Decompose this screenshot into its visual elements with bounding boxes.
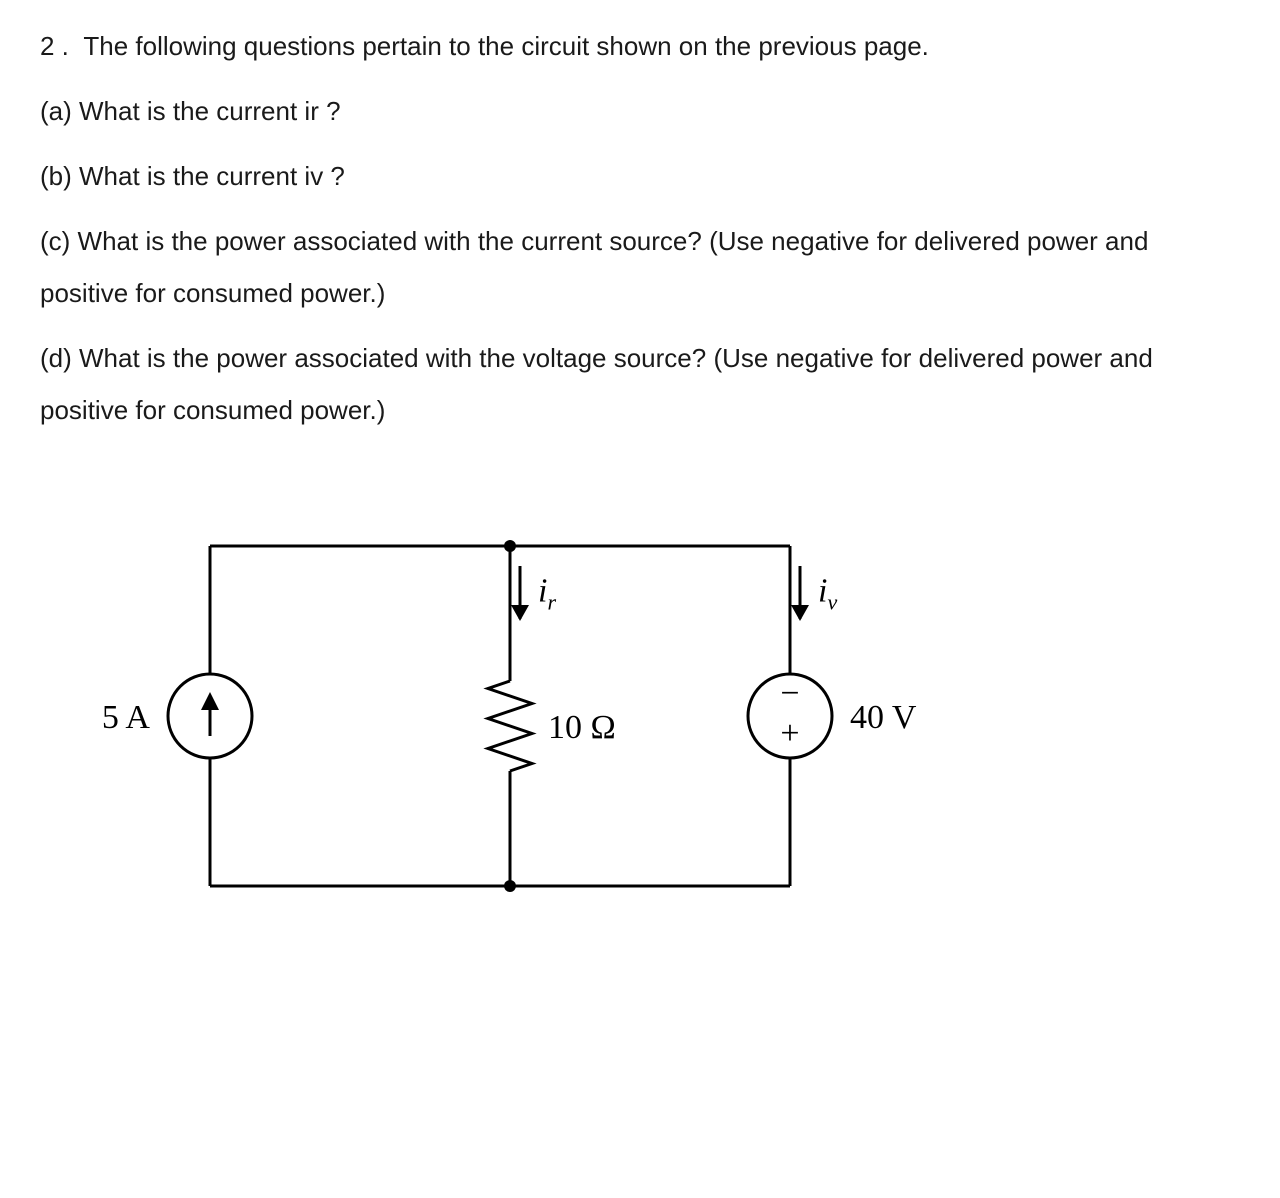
- question-number: 2 .: [40, 31, 69, 61]
- part-d: (d) What is the power associated with th…: [40, 332, 1240, 436]
- svg-text:ir: ir: [538, 573, 556, 615]
- circuit-figure: 5 A 10 Ω ir −+40 V iv: [40, 466, 1240, 986]
- svg-text:iv: iv: [818, 573, 837, 615]
- circuit-svg: 5 A 10 Ω ir −+40 V iv: [60, 506, 1040, 946]
- svg-text:+: +: [780, 715, 799, 752]
- question-stem-text: The following questions pertain to the c…: [83, 31, 929, 61]
- part-c: (c) What is the power associated with th…: [40, 215, 1240, 319]
- svg-text:10 Ω: 10 Ω: [548, 709, 616, 746]
- part-b: (b) What is the current iv ?: [40, 150, 1240, 202]
- svg-text:5 A: 5 A: [102, 699, 151, 736]
- svg-text:40 V: 40 V: [850, 699, 917, 736]
- svg-text:−: −: [780, 675, 799, 712]
- question-stem: 2 . The following questions pertain to t…: [40, 20, 1240, 72]
- part-a: (a) What is the current ir ?: [40, 85, 1240, 137]
